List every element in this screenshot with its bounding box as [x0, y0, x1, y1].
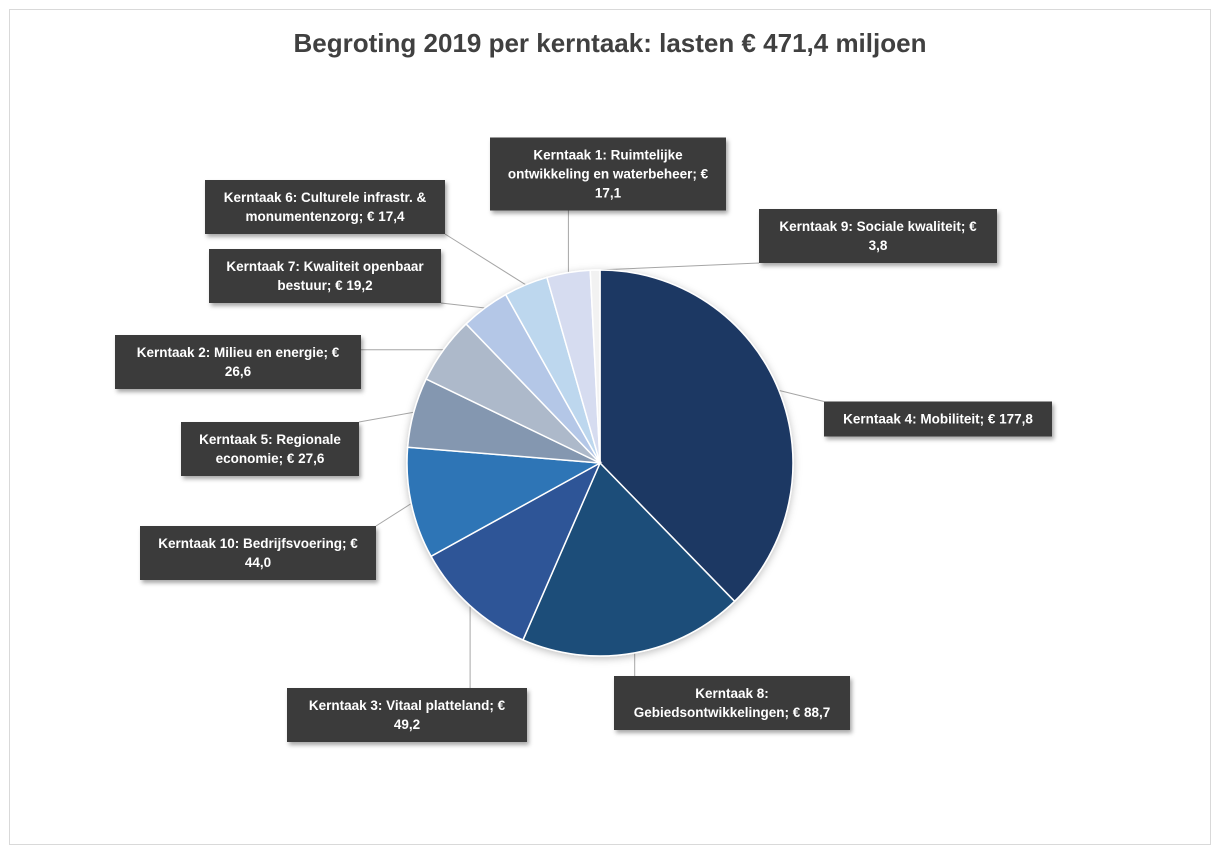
data-label-box	[759, 209, 997, 263]
data-label-text: bestuur; € 19,2	[277, 278, 372, 293]
pie-slice	[589, 269, 601, 464]
leader-lines	[358, 210, 825, 688]
data-label-text: Kerntaak 3: Vitaal platteland; €	[309, 698, 506, 713]
data-label-text: Kerntaak 1: Ruimtelijke	[533, 148, 683, 163]
data-label: Kerntaak 7: Kwaliteit openbaar bestuur; €…	[209, 249, 441, 303]
data-label-box	[287, 688, 527, 742]
data-labels: Kerntaak 4: Mobiliteit; € 177,8 Kerntaak …	[115, 137, 1052, 742]
chart-title: Begroting 2019 per kerntaak: lasten € 47…	[293, 28, 927, 58]
data-label-text: 44,0	[245, 555, 271, 570]
pie-slice	[599, 269, 794, 603]
data-label-text: Kerntaak 10: Bedrijfsvoering; €	[158, 536, 358, 551]
leader-line	[595, 262, 760, 271]
pie-slice	[406, 446, 603, 558]
leader-line	[778, 389, 825, 402]
data-label-text: 3,8	[869, 238, 888, 253]
data-label-text: economie; € 27,6	[216, 451, 325, 466]
data-label-box	[209, 249, 441, 303]
leader-line	[444, 233, 527, 286]
data-label-text: Kerntaak 4: Mobiliteit; € 177,8	[843, 412, 1033, 427]
data-label: Kerntaak 4: Mobiliteit; € 177,8	[824, 401, 1052, 437]
data-label-text: 26,6	[225, 364, 252, 379]
data-label: Kerntaak 2: Milieu en energie; € 26,6	[115, 335, 361, 389]
data-label: Kerntaak 8: Gebiedsontwikkelingen; € 88,7	[614, 676, 850, 730]
data-label-text: monumentenzorg; € 17,4	[245, 209, 405, 224]
pie-slices	[406, 269, 794, 657]
data-label: Kerntaak 3: Vitaal platteland; € 49,2	[287, 688, 527, 742]
data-label-text: 17,1	[595, 186, 622, 201]
data-label-text: Kerntaak 2: Milieu en energie; €	[137, 345, 340, 360]
data-label-box	[140, 526, 376, 580]
leader-line	[358, 411, 414, 423]
data-label-box	[824, 401, 1052, 437]
data-label-text: Kerntaak 5: Regionale	[199, 432, 341, 447]
data-label: Kerntaak 5: Regionale economie; € 27,6	[181, 422, 359, 476]
data-label-text: Kerntaak 7: Kwaliteit openbaar	[226, 259, 424, 274]
data-label: Kerntaak 9: Sociale kwaliteit; € 3,8	[759, 209, 997, 263]
data-label-text: Kerntaak 6: Culturele infrastr. &	[224, 190, 427, 205]
data-label-text: ontwikkeling en waterbeheer; €	[508, 167, 709, 182]
data-label-text: 49,2	[394, 717, 420, 732]
data-label-text: Kerntaak 8:	[695, 686, 769, 701]
data-label-box	[205, 180, 445, 234]
data-label-box	[490, 137, 726, 211]
data-label-box	[614, 676, 850, 730]
pie-slice	[521, 461, 736, 657]
data-label: Kerntaak 6: Culturele infrastr. & monumen…	[205, 180, 445, 234]
data-label: Kerntaak 10: Bedrijfsvoering; € 44,0	[140, 526, 376, 580]
data-label-box	[181, 422, 359, 476]
data-label: Kerntaak 1: Ruimtelijke ontwikkeling en w…	[490, 137, 726, 211]
leader-line	[440, 302, 486, 309]
data-label-box	[115, 335, 361, 389]
pie-slice	[430, 461, 602, 641]
leader-line	[375, 503, 412, 527]
data-label-text: Gebiedsontwikkelingen; € 88,7	[634, 705, 831, 720]
data-label-text: Kerntaak 9: Sociale kwaliteit; €	[779, 219, 977, 234]
